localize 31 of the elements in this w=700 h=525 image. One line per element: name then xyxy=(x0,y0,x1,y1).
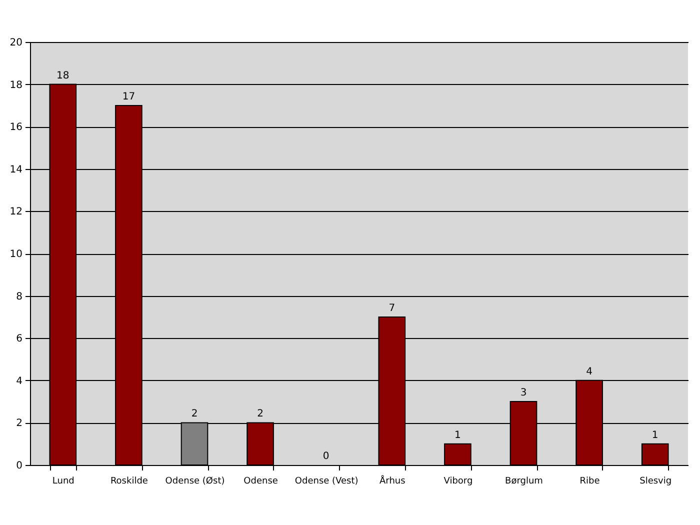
y-tick-label: 8 xyxy=(16,291,22,302)
y-tick-label: 10 xyxy=(10,249,22,260)
x-tick-label: Børglum xyxy=(505,476,543,486)
data-label: 17 xyxy=(122,91,136,102)
data-label: 2 xyxy=(191,408,198,420)
data-label: 3 xyxy=(520,388,527,399)
data-label: 4 xyxy=(586,366,592,378)
x-tick-label: Odense xyxy=(244,476,278,486)
data-label: 1 xyxy=(454,430,461,441)
data-label: 7 xyxy=(388,302,396,314)
y-tick-label: 2 xyxy=(16,418,22,430)
y-tick-label: 0 xyxy=(16,460,22,472)
data-label: 0 xyxy=(322,451,330,462)
x-tick-label: Århus xyxy=(380,474,406,486)
x-tick-label: Odense (Vest) xyxy=(294,476,358,486)
x-tick-label: Slesvig xyxy=(640,476,672,486)
y-tick-label: 4 xyxy=(16,376,22,387)
x-tick-label: Lund xyxy=(52,476,74,486)
y-tick-label: 16 xyxy=(10,122,22,134)
x-tick-label: Ribe xyxy=(580,476,600,486)
data-label: 18 xyxy=(56,70,70,82)
x-tick-label: Odense (Øst) xyxy=(165,476,225,486)
y-tick-label: 6 xyxy=(16,334,22,345)
data-label: 1 xyxy=(652,430,658,441)
x-tick-label: Viborg xyxy=(444,476,473,486)
y-tick-label: 12 xyxy=(10,206,22,218)
data-label: 2 xyxy=(257,408,264,420)
x-tick-label: Roskilde xyxy=(110,476,148,486)
y-tick-label: 20 xyxy=(10,38,22,48)
y-tick-label: 18 xyxy=(10,80,22,91)
y-tick-label: 14 xyxy=(10,164,22,176)
